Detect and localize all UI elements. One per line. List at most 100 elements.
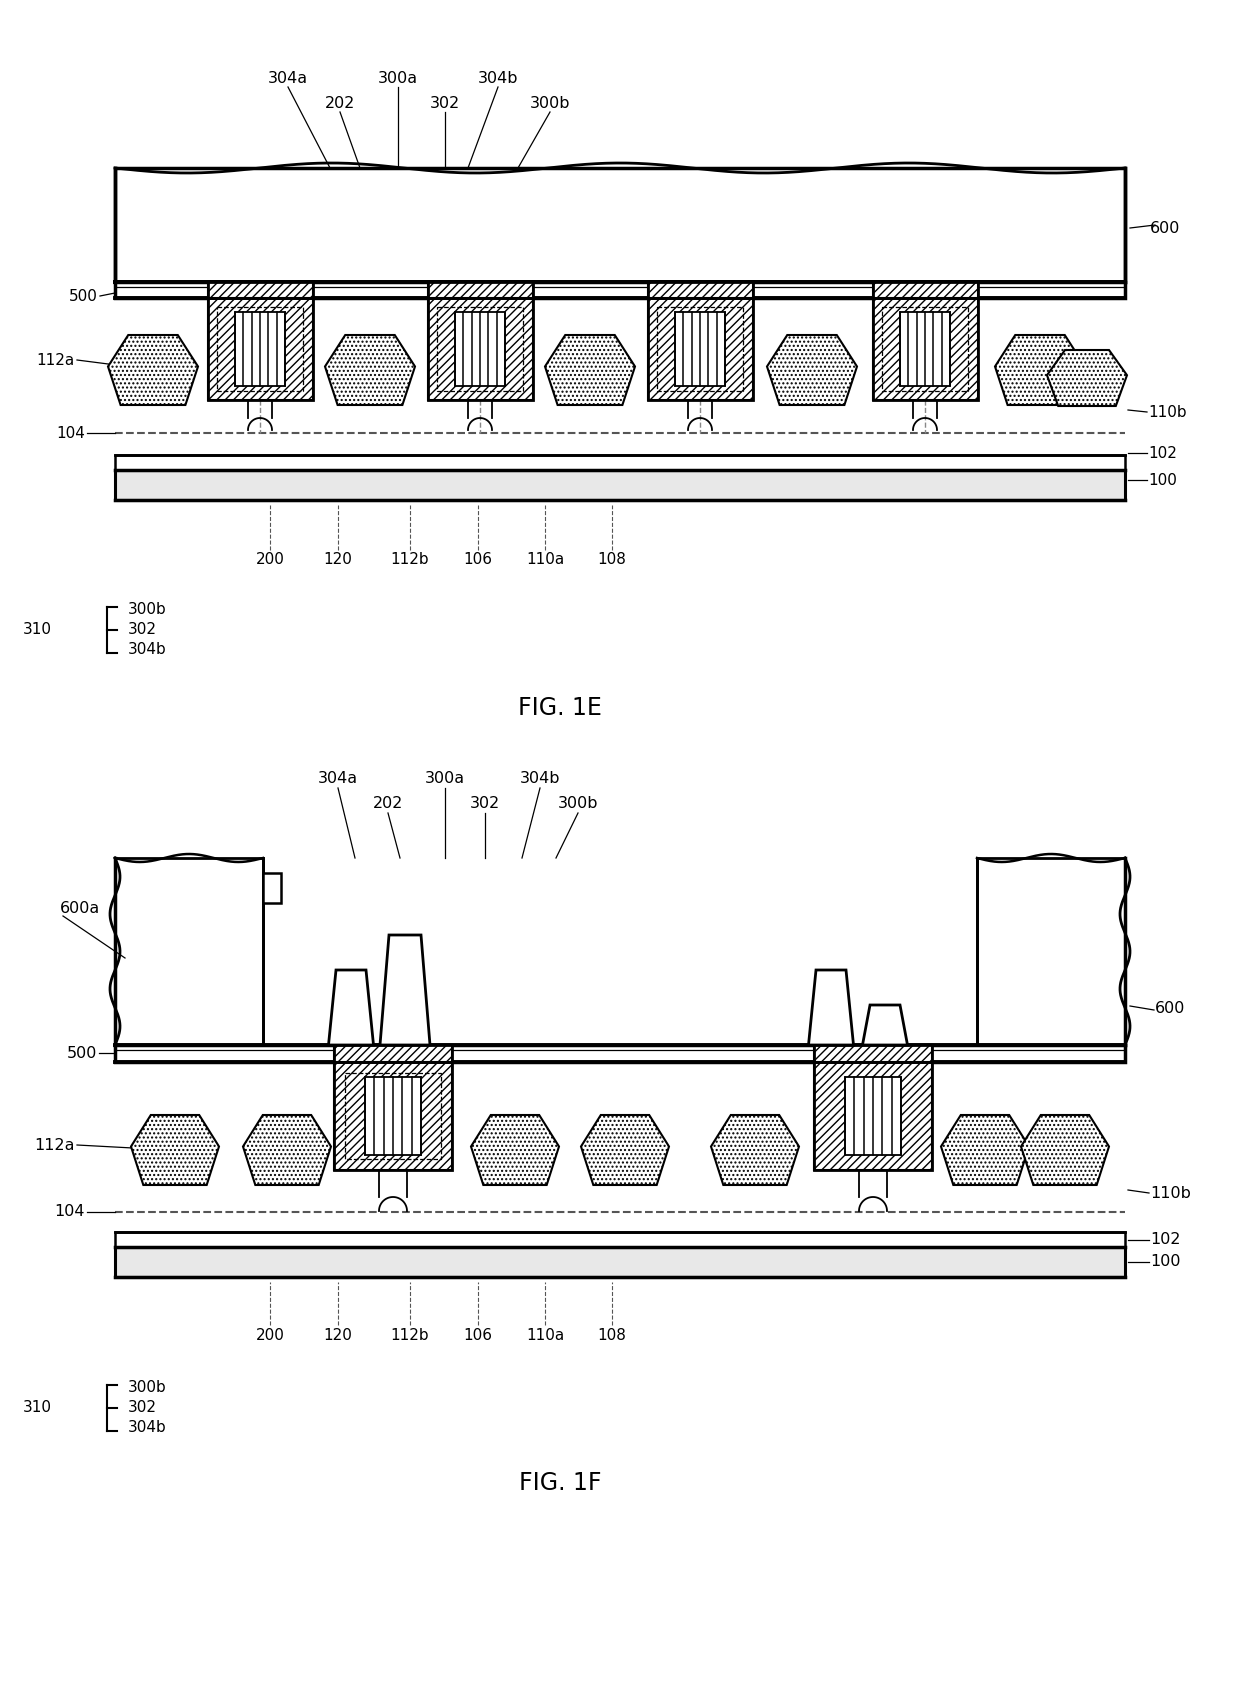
Bar [813,1044,932,1063]
Bar [428,282,532,299]
Polygon shape [471,1115,559,1184]
Polygon shape [768,336,857,405]
Bar [675,312,725,386]
Polygon shape [131,1115,219,1184]
Bar [813,1044,932,1063]
Text: 304b: 304b [128,643,166,658]
Text: 200: 200 [255,553,284,567]
Text: 110a: 110a [526,553,564,567]
Text: 300b: 300b [128,1380,166,1395]
Text: 112b: 112b [391,1328,429,1343]
Text: 108: 108 [598,553,626,567]
Text: 600: 600 [1149,221,1180,236]
Bar [455,312,505,386]
Bar [873,282,977,299]
Bar [844,1076,901,1156]
Polygon shape [941,1115,1029,1184]
Text: 104: 104 [56,425,86,440]
Text: 100: 100 [1148,472,1177,488]
Bar [115,169,1125,282]
Bar [900,312,950,386]
Text: 304b: 304b [520,771,560,786]
Bar [334,1044,453,1063]
Polygon shape [1021,1115,1109,1184]
Bar [873,299,977,400]
Bar [647,282,753,299]
Text: 300a: 300a [378,71,418,86]
Text: 102: 102 [1148,445,1177,461]
Text: 600: 600 [1154,1000,1185,1016]
Text: 200: 200 [255,1328,284,1343]
Text: 104: 104 [55,1205,86,1220]
Text: 300b: 300b [558,796,598,810]
Bar [234,312,285,386]
Bar [115,1232,1125,1247]
Bar [207,282,312,299]
Polygon shape [711,1115,799,1184]
Text: 112a: 112a [35,1137,74,1152]
Bar [647,299,753,400]
Text: 302: 302 [128,623,157,638]
Text: 304a: 304a [268,71,308,86]
Polygon shape [325,336,415,405]
Text: 300b: 300b [128,602,166,617]
Polygon shape [243,1115,331,1184]
Bar [844,1076,901,1156]
Bar [115,1247,1125,1277]
Bar [115,282,1125,299]
Bar [365,1076,422,1156]
Text: FIG. 1F: FIG. 1F [518,1471,601,1495]
Bar [436,307,523,391]
Bar [334,1044,453,1063]
Bar [675,312,725,386]
Bar [345,1073,441,1159]
Text: 302: 302 [128,1400,157,1415]
Bar [428,299,532,400]
Text: 500: 500 [69,288,98,304]
Text: 304b: 304b [128,1420,166,1436]
Bar [882,307,968,391]
Text: 310: 310 [24,623,52,638]
Bar [873,299,977,400]
Text: 300a: 300a [425,771,465,786]
Bar [115,471,1125,499]
Bar [207,299,312,400]
Text: 120: 120 [324,553,352,567]
Text: 302: 302 [470,796,500,810]
Polygon shape [863,1005,908,1044]
Bar [115,455,1125,471]
Bar [657,307,743,391]
Bar [428,299,532,400]
Polygon shape [379,935,430,1044]
Bar [813,1063,932,1171]
Text: 106: 106 [464,1328,492,1343]
Polygon shape [108,336,198,405]
Text: 100: 100 [1149,1255,1180,1270]
Text: 110a: 110a [526,1328,564,1343]
Bar [900,312,950,386]
Text: 108: 108 [598,1328,626,1343]
Text: 304a: 304a [317,771,358,786]
Bar [647,299,753,400]
Text: 110b: 110b [1149,1186,1190,1201]
Bar [873,282,977,299]
Text: FIG. 1E: FIG. 1E [518,697,601,720]
Bar [428,282,532,299]
Bar [115,859,263,1044]
Text: 106: 106 [464,553,492,567]
Bar [207,299,312,400]
Bar [977,859,1125,1044]
Text: 120: 120 [324,1328,352,1343]
Bar [334,1063,453,1171]
Text: 102: 102 [1149,1233,1180,1247]
Text: 304b: 304b [477,71,518,86]
Bar [217,307,303,391]
Text: 110b: 110b [1148,405,1187,420]
Bar [647,282,753,299]
Text: 500: 500 [67,1046,97,1061]
Bar [234,312,285,386]
Text: 112b: 112b [391,553,429,567]
Text: 300b: 300b [529,96,570,111]
Bar [813,1063,932,1171]
Text: 202: 202 [325,96,355,111]
